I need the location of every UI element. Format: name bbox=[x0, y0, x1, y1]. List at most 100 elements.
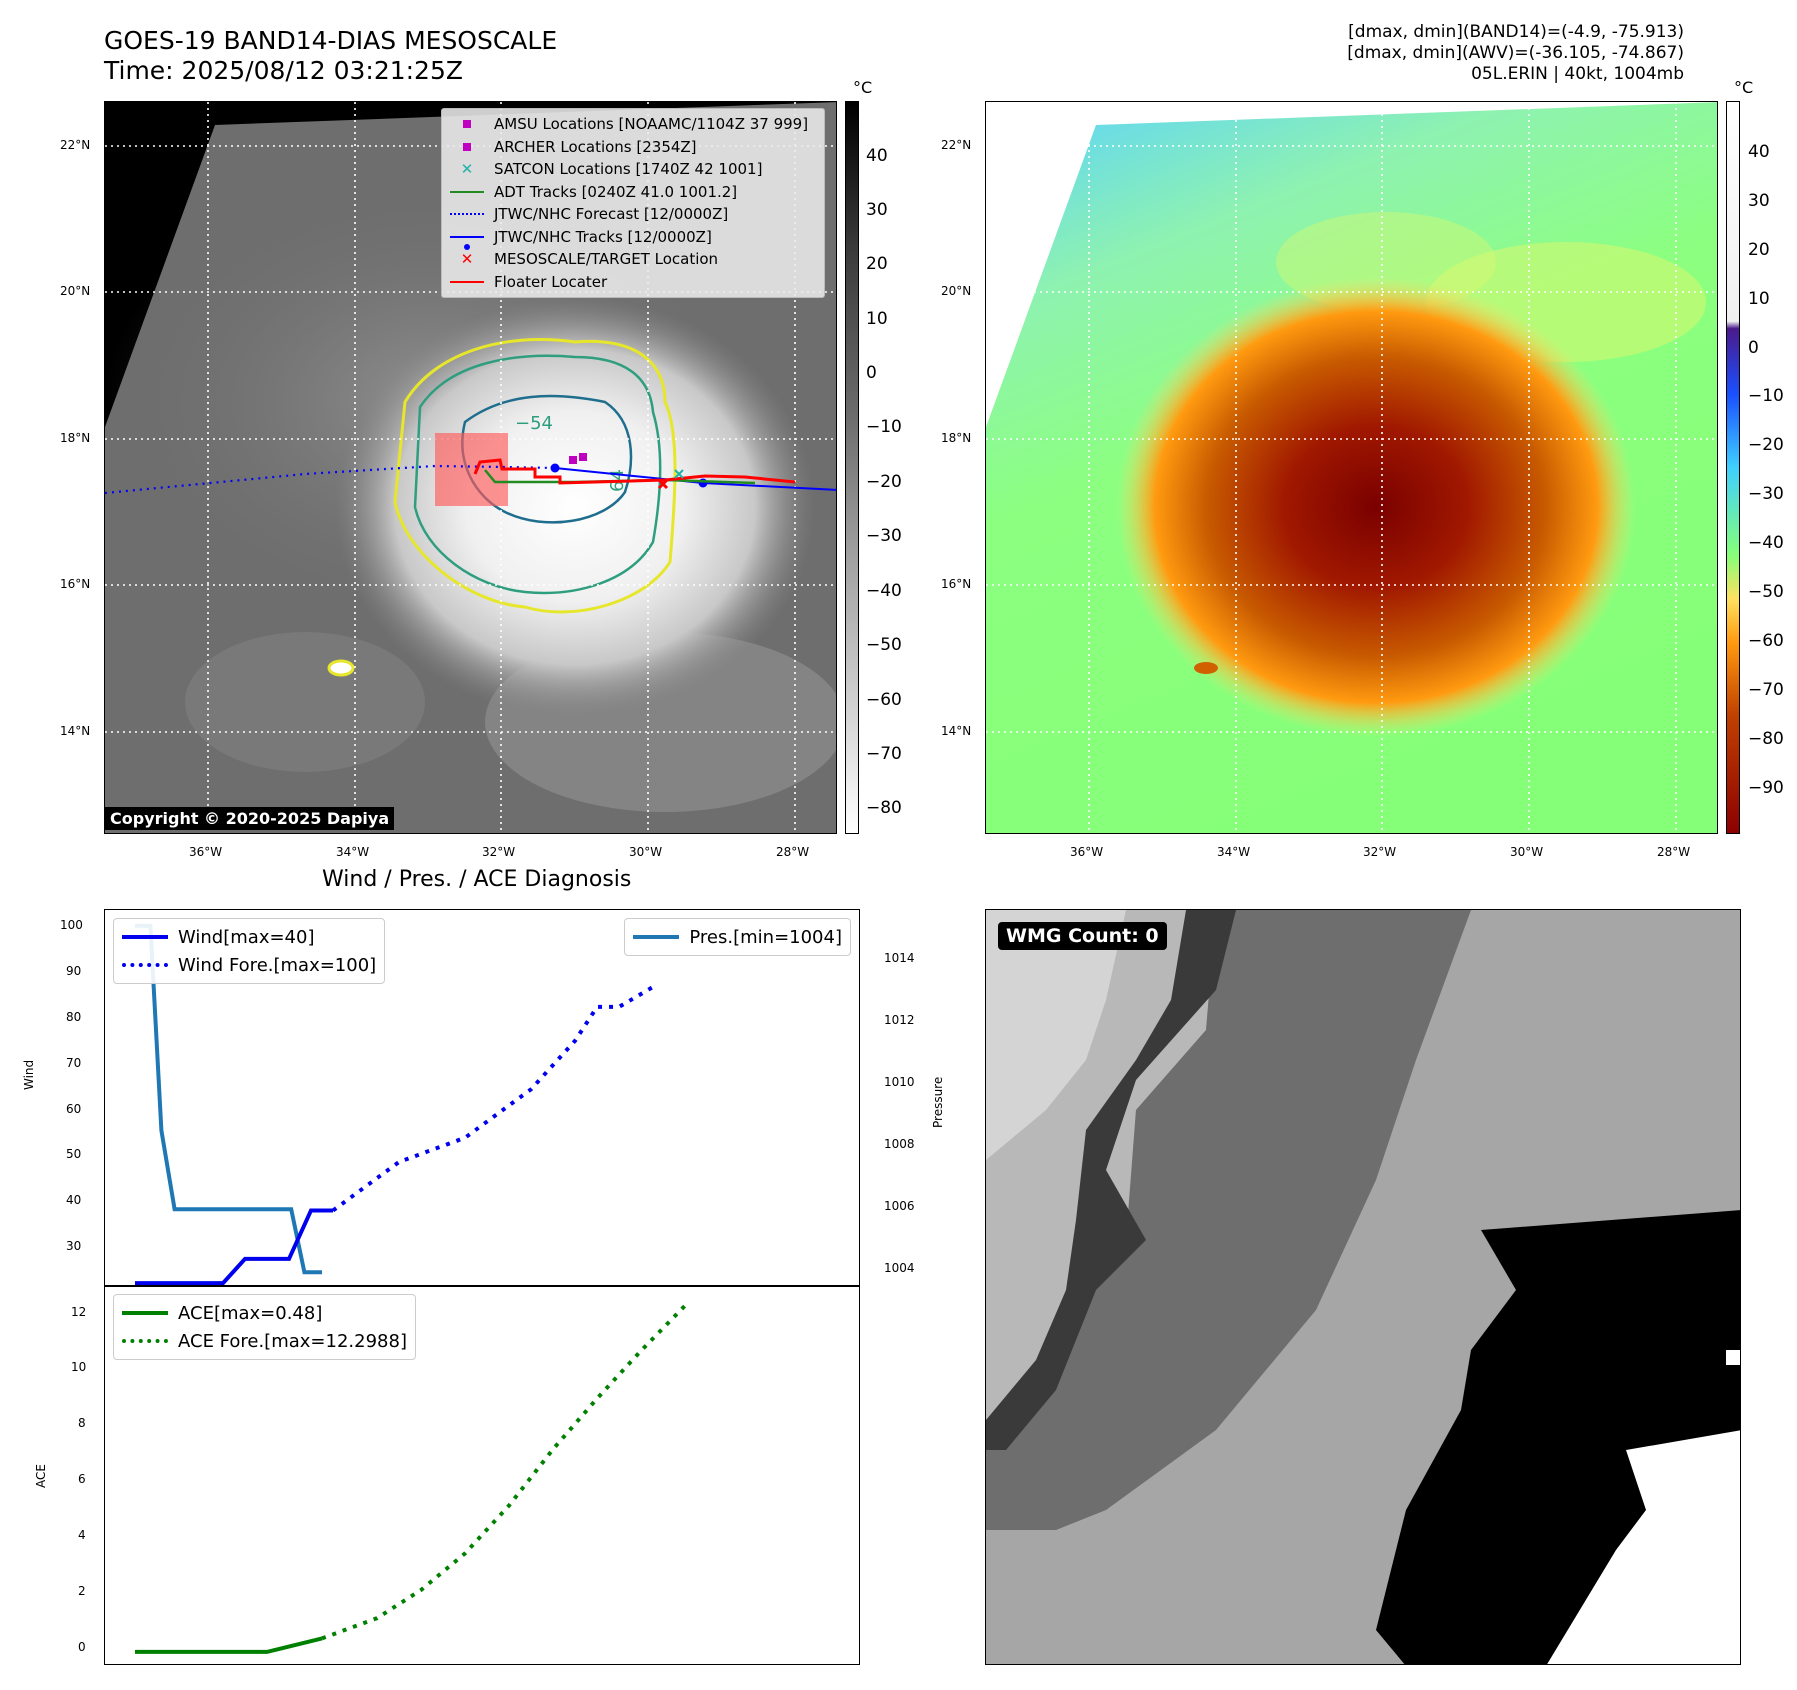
colorbar-tick: −10 bbox=[866, 417, 902, 437]
ace-tick: 0 bbox=[78, 1640, 86, 1654]
dotted-line-icon bbox=[122, 1339, 168, 1343]
colorbar-tick: 30 bbox=[1748, 191, 1770, 211]
legend-item-floater: Floater Locater bbox=[448, 271, 818, 294]
wind-axis-label: Wind bbox=[22, 1059, 36, 1090]
lon-label: 30°W bbox=[629, 845, 663, 859]
copyright-label: Copyright © 2020-2025 Dapiya bbox=[105, 807, 395, 830]
ir-colorbar bbox=[845, 101, 859, 834]
legend-item-wind: Wind[max=40] bbox=[122, 923, 376, 951]
wind-tick: 60 bbox=[66, 1102, 82, 1116]
ace-line bbox=[135, 1636, 323, 1654]
page-title: GOES-19 BAND14-DIAS MESOSCALE bbox=[104, 26, 558, 55]
legend-item-satcon: ✕ SATCON Locations [1740Z 42 1001] bbox=[448, 158, 818, 181]
ace-forecast-line bbox=[321, 1304, 687, 1641]
square-marker-icon bbox=[448, 142, 486, 151]
lat-label: 18°N bbox=[60, 431, 91, 445]
wind-tick: 90 bbox=[66, 964, 82, 978]
legend-item-amsu: AMSU Locations [NOAAMC/1104Z 37 999] bbox=[448, 113, 818, 136]
colorbar-tick: 20 bbox=[866, 254, 888, 274]
lon-label: 36°W bbox=[1070, 845, 1104, 859]
legend-item-jtwc: JTWC/NHC Tracks [12/0000Z] bbox=[448, 226, 818, 250]
lon-label: 28°W bbox=[1657, 845, 1691, 859]
colorbar-tick: −10 bbox=[1748, 386, 1784, 406]
colorbar-tick: −50 bbox=[1748, 582, 1784, 602]
line-icon bbox=[448, 190, 486, 193]
time-label: Time: 2025/08/12 03:21:25Z bbox=[104, 56, 463, 85]
colorbar-tick: 30 bbox=[866, 200, 888, 220]
ace-tick: 2 bbox=[78, 1584, 86, 1598]
colorbar-tick: −30 bbox=[1748, 484, 1784, 504]
lon-label: 32°W bbox=[482, 845, 516, 859]
awv-map-image bbox=[986, 102, 1717, 833]
colorbar-tick: 10 bbox=[866, 309, 888, 329]
colorbar-tick: −70 bbox=[866, 744, 902, 764]
lat-label: 22°N bbox=[941, 138, 972, 152]
pressure-tick: 1012 bbox=[884, 1013, 915, 1027]
stats-awv: [dmax, dmin](AWV)=(-36.105, -74.867) bbox=[1347, 43, 1684, 63]
map-legend: AMSU Locations [NOAAMC/1104Z 37 999] ARC… bbox=[441, 108, 825, 298]
pressure-legend: Pres.[min=1004] bbox=[624, 918, 851, 956]
wmg-panel: WMG Count: 0 bbox=[985, 909, 1741, 1665]
colorbar-tick: −60 bbox=[1748, 631, 1784, 651]
colorbar-tick: 0 bbox=[866, 363, 877, 383]
wmg-count-badge: WMG Count: 0 bbox=[998, 922, 1167, 950]
colorbar-tick: 0 bbox=[1748, 338, 1759, 358]
colorbar-tick: −20 bbox=[866, 472, 902, 492]
wind-pressure-panel: Wind[max=40] Wind Fore.[max=100] Pres.[m… bbox=[104, 909, 860, 1287]
wind-pressure-plot bbox=[135, 923, 654, 1286]
diagnosis-title: Wind / Pres. / ACE Diagnosis bbox=[322, 867, 632, 892]
lon-label: 28°W bbox=[776, 845, 810, 859]
lat-label: 20°N bbox=[60, 284, 91, 298]
line-icon bbox=[633, 935, 680, 939]
legend-item-mesoscale: ✕ MESOSCALE/TARGET Location bbox=[448, 248, 818, 271]
lon-label: 34°W bbox=[336, 845, 370, 859]
colorbar-tick: 10 bbox=[1748, 289, 1770, 309]
wind-line bbox=[135, 1208, 333, 1286]
lon-label: 32°W bbox=[1363, 845, 1397, 859]
lat-label: 22°N bbox=[60, 138, 91, 152]
ace-tick: 6 bbox=[78, 1472, 86, 1486]
colorbar-tick: −40 bbox=[1748, 533, 1784, 553]
legend-item-wind-fore: Wind Fore.[max=100] bbox=[122, 951, 376, 979]
legend-item-archer: ARCHER Locations [2354Z] bbox=[448, 136, 818, 159]
colorbar-tick: −90 bbox=[1748, 778, 1784, 798]
wind-tick: 50 bbox=[66, 1147, 82, 1161]
ace-tick: 8 bbox=[78, 1416, 86, 1430]
pressure-axis-label: Pressure bbox=[931, 1076, 945, 1128]
colorbar-tick: −50 bbox=[866, 635, 902, 655]
colorbar-tick: 40 bbox=[1748, 142, 1770, 162]
pressure-tick: 1010 bbox=[884, 1075, 915, 1089]
awv-map-panel bbox=[985, 101, 1718, 834]
stats-band14: [dmax, dmin](BAND14)=(-4.9, -75.913) bbox=[1348, 22, 1684, 42]
dotted-line-icon bbox=[122, 963, 168, 967]
awv-colorbar bbox=[1726, 101, 1740, 834]
colorbar-unit: °C bbox=[853, 78, 873, 97]
wind-tick: 80 bbox=[66, 1010, 82, 1024]
wind-legend: Wind[max=40] Wind Fore.[max=100] bbox=[113, 918, 386, 984]
lon-label: 30°W bbox=[1510, 845, 1544, 859]
ace-axis-label: ACE bbox=[34, 1464, 48, 1488]
ace-tick: 12 bbox=[71, 1305, 87, 1319]
legend-item-ace: ACE[max=0.48] bbox=[122, 1299, 407, 1327]
lat-label: 16°N bbox=[60, 577, 91, 591]
x-marker-icon: ✕ bbox=[460, 250, 474, 269]
colorbar-tick: −30 bbox=[866, 526, 902, 546]
contour-label-54: −54 bbox=[515, 413, 553, 434]
lon-label: 34°W bbox=[1217, 845, 1251, 859]
lat-label: 16°N bbox=[941, 577, 972, 591]
colorbar-tick: −80 bbox=[1748, 729, 1784, 749]
ace-legend: ACE[max=0.48] ACE Fore.[max=12.2988] bbox=[113, 1294, 416, 1360]
pressure-tick: 1004 bbox=[884, 1261, 915, 1275]
storm-info: 05L.ERIN | 40kt, 1004mb bbox=[1471, 64, 1684, 84]
lat-label: 18°N bbox=[941, 431, 972, 445]
pressure-tick: 1008 bbox=[884, 1137, 915, 1151]
lon-label: 36°W bbox=[189, 845, 223, 859]
wind-tick: 70 bbox=[66, 1056, 82, 1070]
ace-tick: 4 bbox=[78, 1528, 86, 1542]
wind-tick: 40 bbox=[66, 1193, 82, 1207]
line-icon bbox=[122, 935, 168, 939]
wind-tick: 100 bbox=[60, 918, 83, 932]
pressure-tick: 1014 bbox=[884, 951, 915, 965]
wind-forecast-line bbox=[331, 985, 654, 1213]
line-icon bbox=[122, 1311, 168, 1315]
